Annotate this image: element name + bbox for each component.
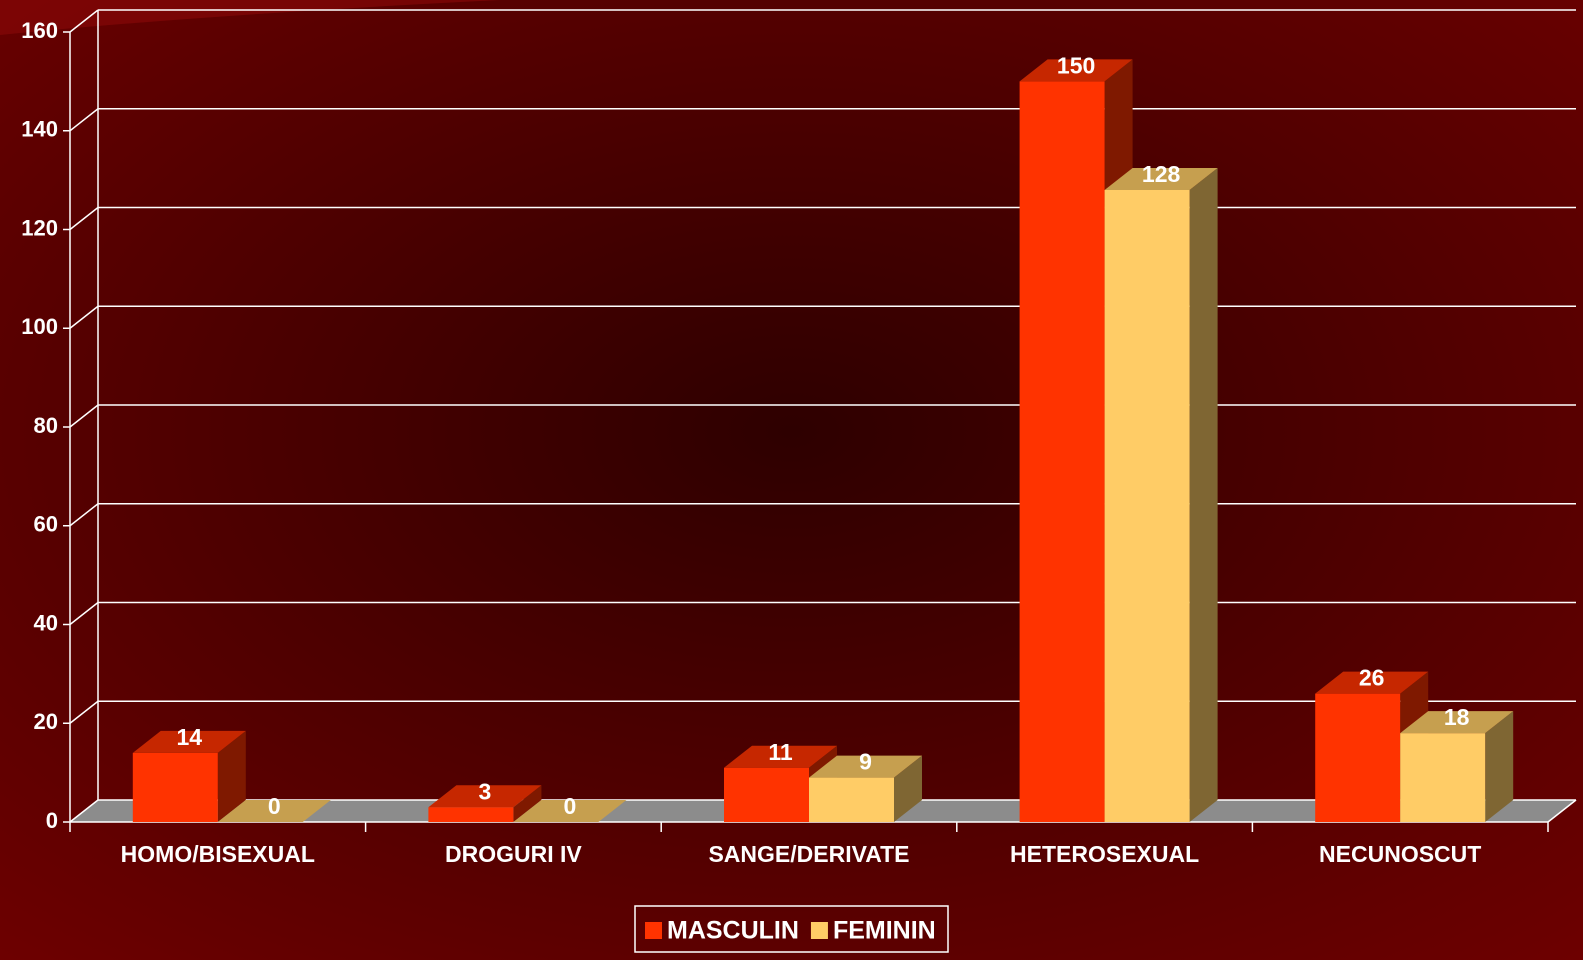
bar-top: [1400, 711, 1514, 734]
bar-top: [513, 800, 627, 822]
data-label: 3: [479, 778, 492, 804]
legend-box: [634, 905, 949, 953]
y-tick-label: 100: [21, 314, 58, 339]
y-tick-label: 120: [21, 215, 58, 240]
x-tick-label: HETEROSEXUAL: [1010, 841, 1199, 867]
grid-line: [69, 108, 99, 132]
bar: [1315, 693, 1401, 822]
data-label: 26: [1359, 665, 1385, 691]
bar-side: [513, 785, 542, 822]
x-tick-label: HOMO/BISEXUAL: [121, 841, 315, 867]
data-label: 14: [177, 724, 203, 750]
bar-side: [217, 730, 246, 822]
y-tick-label: 0: [46, 808, 58, 833]
legend-swatch: [810, 922, 828, 939]
data-label: 150: [1057, 52, 1095, 78]
bar: [1019, 81, 1105, 822]
grid-line: [69, 799, 99, 823]
data-label: 0: [564, 793, 577, 819]
bar-top: [428, 785, 542, 808]
grid-line: [69, 206, 99, 231]
y-tick-label: 140: [21, 117, 58, 142]
data-label: 18: [1444, 704, 1470, 730]
bar: [724, 767, 809, 822]
bar: [809, 777, 894, 822]
bar-top: [1315, 671, 1429, 694]
bar: [428, 807, 514, 822]
x-tick-label: DROGURI IV: [445, 841, 582, 867]
bar-top: [724, 745, 837, 768]
bar: [132, 752, 218, 822]
data-label: 9: [859, 749, 872, 775]
legend: MASCULIN FEMININ: [634, 905, 949, 953]
grid-line: [69, 503, 99, 527]
y-tick-label: 20: [34, 709, 58, 734]
bar-top: [809, 755, 922, 778]
bar-side: [1189, 168, 1218, 822]
grid-line: [69, 305, 99, 329]
legend-label: MASCULIN: [667, 917, 799, 945]
grid-line: [69, 601, 99, 626]
bar: [1400, 733, 1486, 822]
y-tick-label: 160: [21, 18, 58, 43]
bar-top: [1104, 168, 1218, 190]
bar: [1104, 190, 1190, 822]
y-tick-label: 40: [34, 610, 58, 635]
y-tick-label: 80: [34, 413, 58, 438]
y-tick-label: 60: [34, 512, 58, 537]
data-label: 0: [268, 793, 281, 819]
bar-top: [217, 800, 331, 822]
bar-top: [132, 730, 246, 753]
grid-line: [69, 9, 99, 33]
bar-side: [1485, 711, 1514, 822]
grid-line: [69, 700, 99, 724]
legend-label: FEMININ: [833, 917, 936, 945]
bar-top: [1019, 59, 1133, 82]
x-axis: [1547, 799, 1577, 823]
data-label: 128: [1142, 161, 1181, 187]
legend-swatch: [645, 922, 662, 939]
bar-side: [894, 755, 922, 822]
x-tick-label: SANGE/DERIVATE: [708, 841, 909, 867]
data-label: 11: [768, 739, 793, 765]
decor: [0, 0, 500, 35]
x-tick-label: NECUNOSCUT: [1319, 841, 1481, 867]
grid-line: [69, 404, 99, 428]
